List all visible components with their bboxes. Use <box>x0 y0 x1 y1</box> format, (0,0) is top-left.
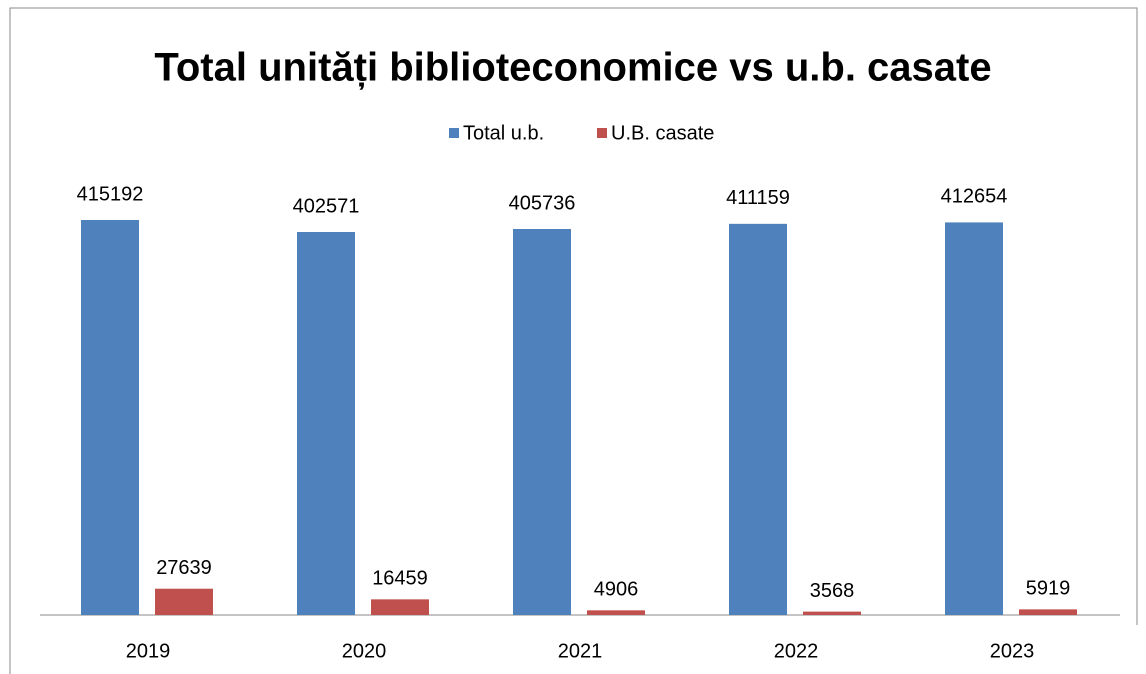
data-label: 402571 <box>293 195 360 217</box>
legend-swatch <box>449 128 459 138</box>
x-tick-label: 2023 <box>990 640 1035 662</box>
bar <box>297 232 355 615</box>
data-label: 411159 <box>726 187 790 209</box>
x-tick-label: 2020 <box>342 640 387 662</box>
x-tick-label: 2022 <box>774 640 819 662</box>
data-label: 3568 <box>810 580 855 602</box>
data-label: 5919 <box>1026 578 1071 600</box>
data-label: 4906 <box>594 579 639 601</box>
legend-label: U.B. casate <box>611 122 714 144</box>
data-label: 16459 <box>372 568 428 590</box>
x-tick-label: 2021 <box>558 640 603 662</box>
bar <box>803 611 861 615</box>
data-label: 405736 <box>509 192 576 214</box>
data-label: 415192 <box>77 183 144 205</box>
data-label: 412654 <box>941 186 1008 208</box>
bar <box>1019 609 1077 615</box>
data-label: 27639 <box>156 557 212 579</box>
bar <box>945 222 1003 616</box>
bar <box>587 610 645 615</box>
bar <box>81 220 139 615</box>
legend-label: Total u.b. <box>463 122 544 144</box>
bar <box>371 599 429 615</box>
bar <box>155 588 213 615</box>
chart-title: Total unități biblioteconomice vs u.b. c… <box>154 46 991 90</box>
legend-swatch <box>597 128 607 138</box>
x-tick-label: 2019 <box>126 640 171 662</box>
bar <box>513 228 571 615</box>
bar <box>729 223 787 616</box>
chart-frame <box>9 7 1138 674</box>
